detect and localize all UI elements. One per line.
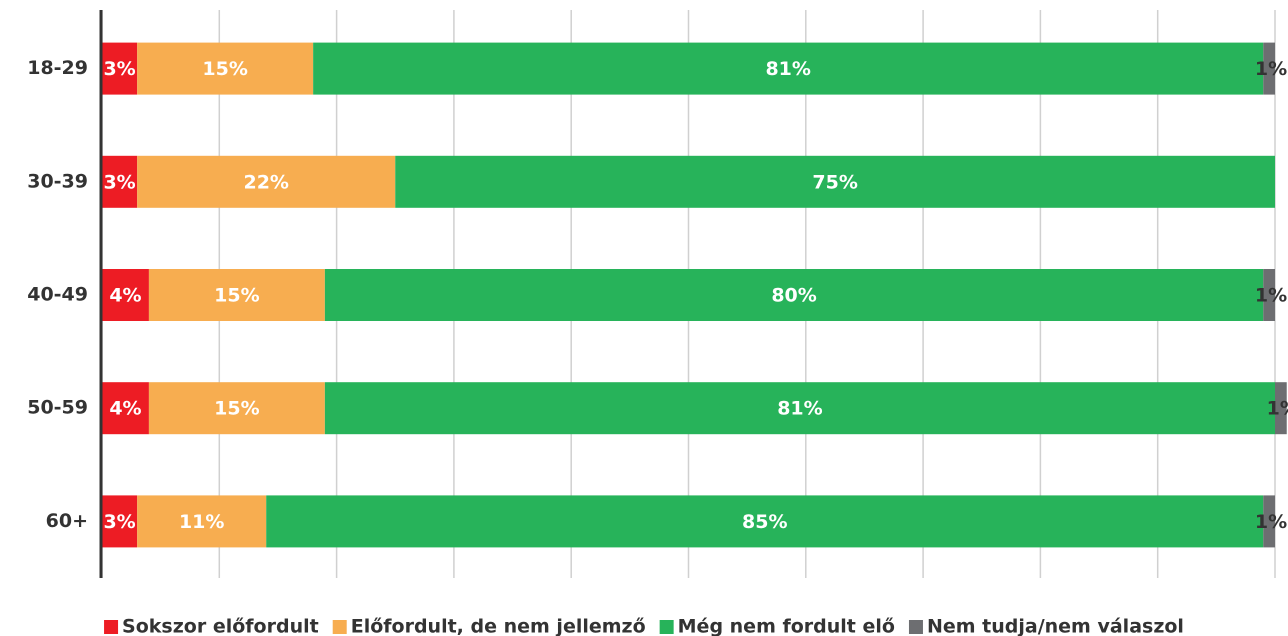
legend: Sokszor előfordult Előfordult, de nem jel… — [104, 616, 1184, 636]
data-label: 3% — [103, 511, 135, 533]
y-tick-label: 60+ — [46, 510, 88, 532]
data-label: 1% — [1255, 285, 1287, 307]
bar-segment — [1263, 269, 1275, 321]
bar-segment — [1263, 42, 1275, 95]
y-tick-label: 18-29 — [27, 57, 88, 79]
bar-segment — [148, 269, 325, 321]
data-label: 15% — [214, 285, 259, 307]
legend-swatch — [104, 620, 119, 634]
data-label: 1% — [1267, 398, 1288, 420]
data-label: 81% — [777, 398, 822, 420]
bar-segment — [137, 155, 396, 208]
data-label: 3% — [103, 171, 135, 193]
data-label: 1% — [1255, 511, 1287, 533]
data-label: 81% — [765, 58, 810, 80]
bar-segment — [1275, 382, 1287, 435]
data-label: 4% — [109, 285, 141, 307]
bar-segment — [137, 495, 267, 548]
legend-swatch — [908, 620, 923, 634]
data-label: 3% — [103, 58, 135, 80]
data-label: 11% — [179, 511, 224, 533]
data-label: 1% — [1255, 58, 1287, 80]
bar-segment — [102, 382, 149, 435]
data-label: 22% — [243, 171, 288, 193]
bar-segment — [395, 155, 1275, 208]
y-tick-label: 50-59 — [27, 397, 88, 419]
bar-segment — [313, 42, 1264, 95]
legend-swatch — [659, 620, 674, 634]
legend-swatch — [332, 620, 347, 634]
legend-label: Még nem fordult elő — [678, 616, 895, 636]
legend-label: Nem tudja/nem válaszol — [927, 616, 1184, 636]
legend-label: Előfordult, de nem jellemző — [351, 616, 646, 636]
bar-segment — [324, 269, 1264, 321]
data-label: 80% — [771, 285, 816, 307]
bar-segment — [102, 42, 138, 95]
bar-segment — [137, 42, 314, 95]
bar-segment — [102, 269, 149, 321]
data-label: 85% — [742, 511, 787, 533]
bar-segment — [324, 382, 1275, 435]
y-tick-label: 40-49 — [27, 284, 88, 306]
data-label: 15% — [202, 58, 247, 80]
bar-segment — [1263, 495, 1275, 548]
legend-label: Sokszor előfordult — [122, 616, 319, 636]
bar-segment — [266, 495, 1264, 548]
bar-segment — [148, 382, 325, 435]
data-label: 4% — [109, 398, 141, 420]
bar-segment — [102, 155, 138, 208]
y-tick-label: 30-39 — [27, 170, 88, 192]
data-label: 75% — [812, 171, 857, 193]
bar-segment — [102, 495, 138, 548]
data-label: 15% — [214, 398, 259, 420]
